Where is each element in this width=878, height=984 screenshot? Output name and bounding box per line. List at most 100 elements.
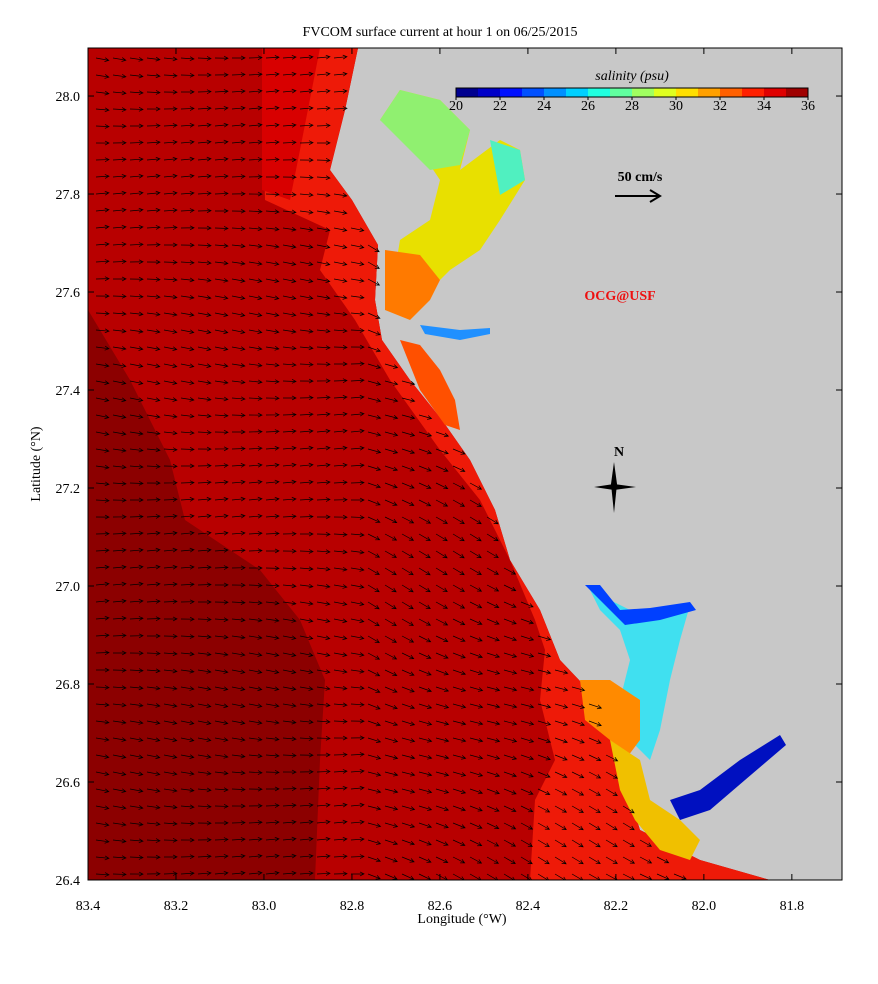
current-arrow bbox=[401, 448, 416, 455]
current-arrow bbox=[112, 397, 127, 403]
current-arrow bbox=[214, 226, 229, 231]
current-arrow bbox=[231, 55, 246, 61]
current-arrow bbox=[163, 616, 178, 622]
current-arrow bbox=[520, 652, 535, 658]
current-arrow bbox=[282, 686, 297, 691]
current-arrow bbox=[163, 156, 178, 162]
current-arrow bbox=[112, 788, 127, 794]
current-arrow bbox=[418, 414, 433, 420]
current-arrow bbox=[316, 618, 331, 624]
pine-island-sound bbox=[610, 740, 700, 860]
current-arrow bbox=[367, 754, 382, 760]
current-arrow bbox=[265, 295, 280, 301]
current-arrow bbox=[588, 873, 601, 880]
x-tick-label: 83.4 bbox=[76, 899, 101, 914]
current-arrow bbox=[418, 533, 431, 541]
current-arrow bbox=[163, 771, 178, 776]
colorbar-band bbox=[654, 88, 677, 97]
current-arrow bbox=[95, 124, 110, 129]
current-arrow bbox=[384, 618, 397, 627]
current-arrow bbox=[214, 429, 229, 435]
current-arrow bbox=[333, 836, 348, 842]
current-arrow bbox=[316, 328, 331, 334]
current-arrow bbox=[231, 191, 246, 197]
current-arrow bbox=[180, 854, 195, 860]
current-arrow bbox=[435, 839, 449, 846]
current-arrow bbox=[95, 650, 110, 655]
current-arrow bbox=[146, 599, 161, 604]
current-arrow bbox=[265, 514, 280, 519]
current-arrow bbox=[384, 380, 399, 386]
current-arrow bbox=[333, 735, 348, 741]
current-arrow bbox=[316, 140, 331, 146]
current-arrow bbox=[214, 548, 229, 553]
current-arrow bbox=[146, 737, 161, 743]
current-arrow bbox=[486, 822, 500, 830]
current-arrow bbox=[282, 769, 297, 775]
current-arrow bbox=[112, 414, 127, 420]
tampa-bay-upper bbox=[380, 90, 470, 170]
current-arrow bbox=[469, 550, 482, 559]
current-arrow bbox=[435, 635, 449, 642]
current-arrow bbox=[401, 465, 415, 472]
current-arrow bbox=[146, 90, 161, 95]
current-arrow bbox=[214, 329, 229, 335]
current-arrow bbox=[112, 173, 127, 179]
sea-deep bbox=[88, 310, 325, 880]
current-arrow bbox=[350, 394, 365, 400]
current-arrow bbox=[112, 242, 127, 247]
current-arrow bbox=[180, 497, 195, 502]
colorbar-band bbox=[698, 88, 721, 97]
current-arrow bbox=[146, 346, 161, 351]
current-arrow bbox=[265, 618, 280, 623]
current-arrow bbox=[146, 447, 161, 453]
current-arrow bbox=[197, 329, 212, 335]
current-arrow bbox=[299, 123, 314, 128]
current-arrow bbox=[537, 805, 551, 813]
current-arrow bbox=[554, 805, 568, 813]
current-arrow bbox=[316, 480, 331, 485]
current-arrow bbox=[112, 259, 127, 264]
current-arrow bbox=[197, 89, 212, 95]
current-arrow bbox=[486, 669, 501, 675]
compass-label: N bbox=[614, 445, 624, 460]
current-arrow bbox=[180, 599, 195, 605]
current-arrow bbox=[537, 737, 552, 744]
current-arrow bbox=[95, 667, 110, 673]
current-arrow bbox=[588, 754, 602, 762]
current-arrow bbox=[537, 652, 552, 658]
current-arrow bbox=[180, 871, 195, 876]
current-arrow bbox=[384, 601, 397, 610]
current-arrow bbox=[214, 89, 229, 94]
current-arrow bbox=[299, 652, 314, 658]
current-arrow bbox=[163, 837, 178, 843]
current-arrow bbox=[622, 839, 635, 847]
current-arrow bbox=[418, 686, 432, 693]
current-arrow bbox=[129, 157, 144, 162]
colorbar-band bbox=[566, 88, 589, 97]
current-arrow bbox=[520, 601, 534, 608]
current-arrow bbox=[197, 56, 212, 61]
current-arrow bbox=[282, 88, 297, 94]
scale-arrow bbox=[615, 189, 662, 203]
current-arrow bbox=[316, 361, 331, 367]
colorbar: 20 22 24 26 28 30 32 34 36 bbox=[449, 87, 815, 114]
colorbar-band bbox=[742, 88, 765, 97]
current-arrow bbox=[197, 651, 212, 657]
current-arrow bbox=[384, 397, 399, 403]
current-arrow bbox=[197, 599, 212, 605]
current-arrow bbox=[282, 566, 297, 571]
current-arrow bbox=[469, 567, 482, 575]
current-arrow bbox=[316, 123, 331, 128]
current-arrow bbox=[316, 312, 331, 317]
colorbar-band bbox=[456, 88, 479, 97]
current-arrow bbox=[231, 770, 246, 776]
current-arrow bbox=[112, 737, 127, 742]
current-arrow bbox=[316, 566, 331, 572]
current-arrow bbox=[299, 328, 314, 334]
current-arrow bbox=[231, 853, 246, 859]
current-arrow bbox=[214, 174, 229, 179]
current-arrow bbox=[486, 839, 500, 847]
current-arrow bbox=[384, 652, 398, 660]
current-arrow bbox=[554, 754, 568, 761]
